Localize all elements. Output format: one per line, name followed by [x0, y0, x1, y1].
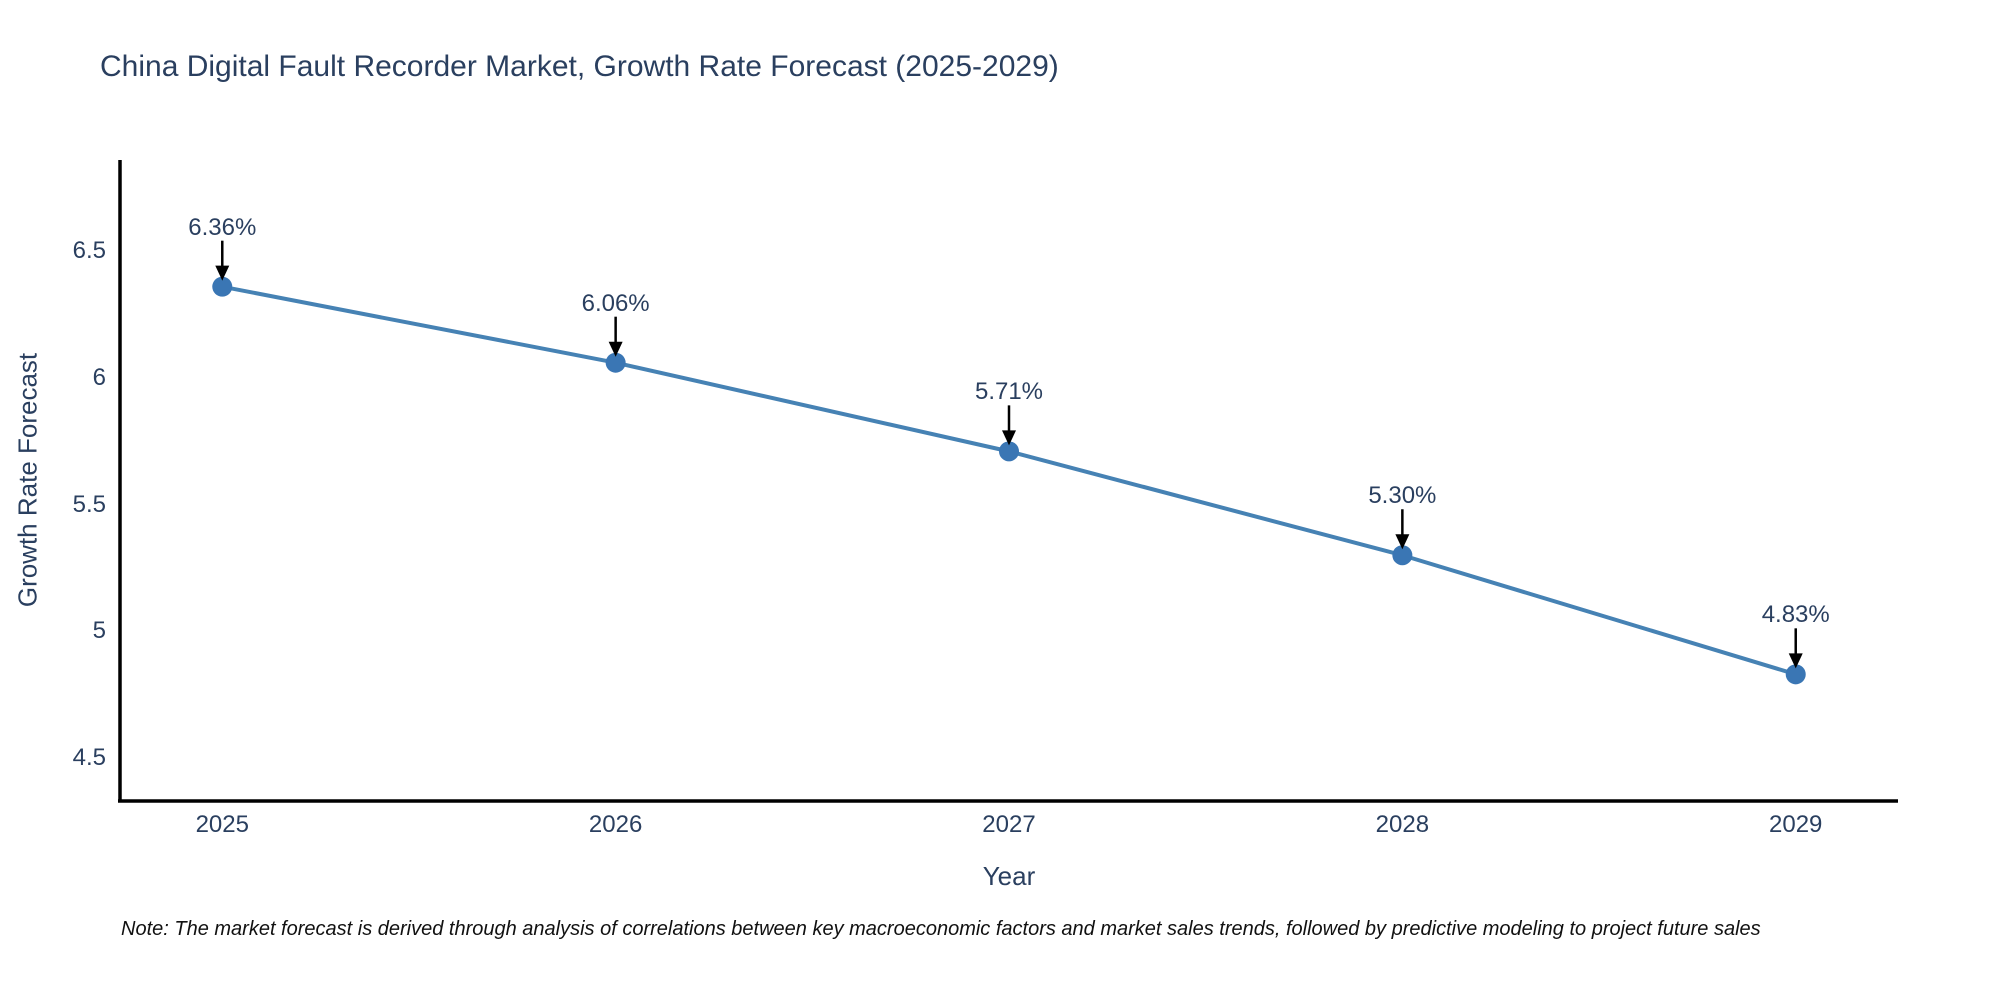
x-tick-label: 2028 — [1375, 811, 1430, 838]
chart-title: China Digital Fault Recorder Market, Gro… — [100, 50, 1059, 83]
data-point — [605, 352, 626, 373]
annotation-arrowhead-icon — [1395, 534, 1410, 550]
annotation-arrowhead-icon — [1002, 430, 1016, 446]
x-tick-label: 2027 — [982, 811, 1036, 838]
annotation-arrowhead-icon — [1788, 653, 1803, 669]
x-axis-title: Year — [982, 861, 1036, 891]
x-tick-label: 2025 — [195, 811, 249, 838]
trend-line — [220, 284, 1798, 677]
footnote: Note: The market forecast is derived thr… — [121, 918, 1761, 940]
data-point — [212, 276, 233, 297]
annotation-label: 4.83% — [1761, 601, 1830, 629]
y-tick-label: 5.5 — [72, 490, 106, 518]
y-tick-label: 6.5 — [72, 237, 106, 265]
y-tick-label: 4.5 — [72, 743, 106, 771]
annotation-label: 6.06% — [581, 289, 650, 317]
annotation-label: 5.30% — [1368, 482, 1437, 510]
annotation-label: 5.71% — [974, 378, 1044, 406]
x-tick-label: 2029 — [1769, 811, 1823, 838]
y-tick-label: 6 — [92, 363, 106, 391]
data-point — [1392, 545, 1413, 566]
x-tick-label: 2026 — [588, 811, 643, 838]
data-point — [1785, 664, 1806, 685]
annotation-arrowhead-icon — [608, 341, 623, 357]
y-axis-title: Growth Rate Forecast — [12, 352, 43, 608]
annotation-arrowhead-icon — [215, 265, 230, 281]
annotation-label: 6.36% — [188, 213, 257, 241]
data-point — [999, 441, 1019, 462]
y-tick-label: 5 — [92, 617, 106, 645]
